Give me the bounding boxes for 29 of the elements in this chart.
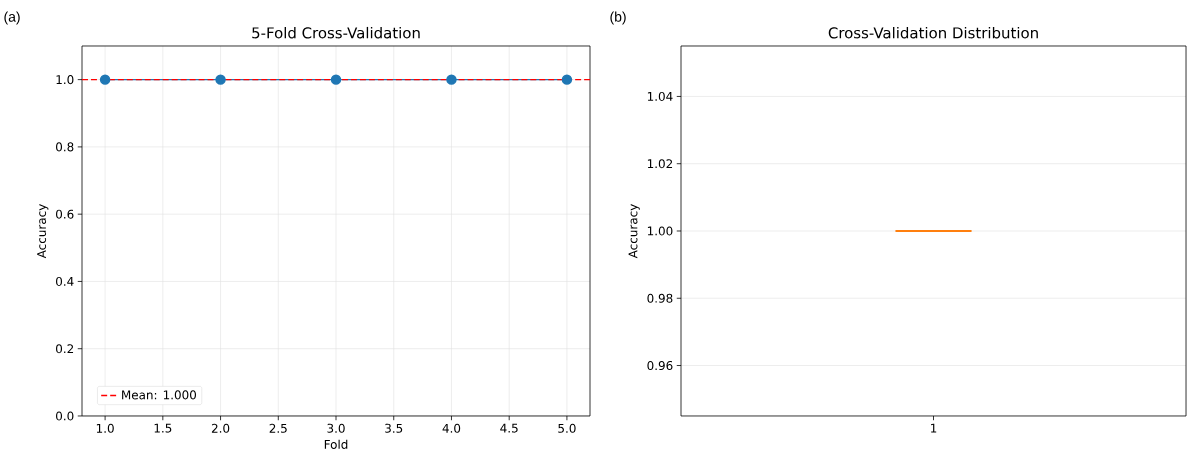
y-tick-label: 1.0	[56, 75, 74, 85]
y-tick-label: 1.02	[647, 159, 673, 169]
text: (b)	[610, 11, 626, 25]
x-tick-label: 4.5	[500, 423, 518, 433]
x-tick-label: 1	[931, 423, 937, 433]
chart-title: 5-Fold Cross-Validation	[252, 26, 420, 39]
y-axis-title: Accuracy	[37, 204, 49, 259]
y-tick-label: 1.00	[647, 226, 673, 236]
y-tick-label: 0.0	[56, 411, 74, 421]
x-tick-label: 2.5	[269, 423, 287, 433]
chart-title: Cross-Validation Distribution	[828, 26, 1038, 39]
y-tick-label: 0.98	[647, 293, 673, 303]
x-tick-label: 3.0	[327, 423, 345, 433]
y-axis-title: Accuracy	[628, 204, 640, 259]
y-tick-label: 0.2	[56, 344, 74, 354]
y-tick-label: 0.6	[56, 209, 74, 219]
y-tick-label: 1.04	[647, 91, 673, 101]
x-tick-label: 2.0	[211, 423, 230, 433]
x-tick-label: 4.0	[442, 423, 461, 433]
y-tick-label: 0.8	[56, 142, 74, 152]
x-axis-title: Fold	[324, 439, 348, 449]
x-tick-label: 5.0	[558, 423, 576, 433]
y-tick-label: 0.4	[56, 276, 74, 286]
x-tick-label: 1.0	[96, 423, 114, 433]
y-tick-label: 0.96	[647, 361, 673, 371]
x-tick-label: 1.5	[154, 423, 172, 433]
text: (a)	[4, 11, 20, 25]
legend-label: Mean: 1.000	[122, 390, 197, 400]
x-tick-label: 3.5	[385, 423, 403, 433]
